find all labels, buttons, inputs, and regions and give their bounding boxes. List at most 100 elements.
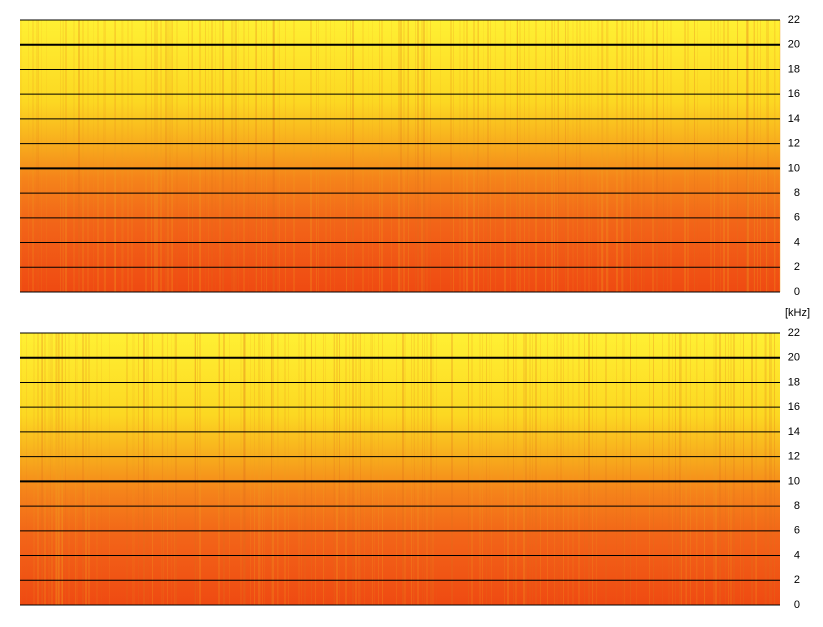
streak [490, 20, 491, 292]
streak [352, 20, 354, 292]
streak [504, 333, 505, 605]
streak [277, 333, 278, 605]
streak [725, 333, 726, 605]
streak [33, 20, 34, 292]
streak [662, 333, 663, 605]
streak [403, 20, 405, 292]
streak [483, 20, 484, 292]
streak [262, 333, 263, 605]
streak [432, 333, 434, 605]
streak [560, 333, 562, 605]
streak [156, 20, 158, 292]
streak [423, 20, 425, 292]
streak [51, 333, 53, 605]
streak [510, 20, 511, 292]
streak [93, 20, 94, 292]
streak [551, 20, 553, 292]
streak [545, 20, 546, 292]
streak [199, 20, 201, 292]
streak [41, 333, 42, 605]
streak [188, 20, 189, 292]
streak [621, 20, 623, 292]
streak [730, 333, 732, 605]
streak [597, 20, 599, 292]
streak [229, 333, 230, 605]
streak [138, 333, 139, 605]
streak [264, 20, 265, 292]
streak [710, 20, 712, 292]
streak [588, 333, 590, 605]
y-tick-label: 6 [794, 212, 800, 224]
streak [78, 20, 80, 292]
streak [685, 20, 686, 292]
streak [44, 333, 46, 605]
streak [525, 333, 527, 605]
y-tick-label: 12 [788, 138, 800, 150]
streak [323, 333, 324, 605]
streak [346, 20, 347, 292]
streak [325, 20, 327, 292]
streak [601, 20, 603, 292]
streak [123, 20, 124, 292]
streak [121, 20, 122, 292]
streak [272, 20, 274, 292]
streak [477, 20, 479, 292]
streak [154, 20, 156, 292]
y-tick-label: 2 [794, 574, 800, 586]
streak [160, 20, 162, 292]
streak [134, 333, 135, 605]
streak [273, 20, 275, 292]
streak [304, 333, 306, 605]
streak [557, 20, 558, 292]
streak [751, 333, 753, 605]
streak [471, 333, 473, 605]
streak [96, 333, 98, 605]
streak [754, 20, 755, 292]
streak [578, 333, 580, 605]
streak [558, 20, 559, 292]
streak [451, 333, 453, 605]
streak [717, 20, 719, 292]
streak [567, 333, 568, 605]
streak [240, 333, 242, 605]
streak [301, 333, 302, 605]
streak [175, 333, 177, 605]
y-tick-label: 16 [788, 88, 800, 100]
streak [114, 20, 116, 292]
streak [535, 20, 537, 292]
streak [714, 20, 715, 292]
streak [55, 333, 57, 605]
streak [381, 20, 383, 292]
streak [668, 333, 670, 605]
streak [68, 333, 70, 605]
streak [61, 333, 63, 605]
streak [764, 333, 766, 605]
streak [195, 333, 196, 605]
streak [167, 333, 168, 605]
y-tick-label: 18 [788, 376, 800, 388]
streak [231, 20, 233, 292]
streak [42, 333, 43, 605]
streak [115, 20, 116, 292]
streak [391, 20, 392, 292]
streak [622, 333, 624, 605]
y-tick-label: 10 [788, 475, 800, 487]
streak [316, 20, 317, 292]
streak [440, 20, 441, 292]
streak [779, 20, 781, 292]
streak [272, 333, 274, 605]
streak [720, 20, 721, 292]
streak [547, 333, 548, 605]
streak [345, 333, 347, 605]
streak [687, 20, 689, 292]
y-tick-label: 14 [788, 113, 800, 125]
streak [685, 333, 687, 605]
streak [151, 20, 152, 292]
streak [162, 333, 163, 605]
streak [743, 333, 744, 605]
streak [36, 20, 38, 292]
streak [515, 333, 517, 605]
streak [606, 20, 608, 292]
streak [250, 333, 251, 605]
streak [152, 333, 153, 605]
